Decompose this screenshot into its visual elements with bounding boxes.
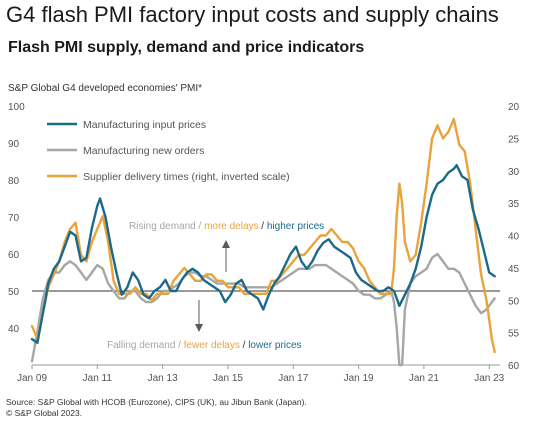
y-right-tick-label: 20 [508,102,520,113]
x-tick-label: Jan 21 [409,373,439,384]
x-tick-label: Jan 19 [344,373,374,384]
series-line-0 [30,164,496,344]
legend-label-0: Manufacturing input prices [83,119,206,131]
chart-title: G4 flash PMI factory input costs and sup… [6,2,499,27]
y-right-tick-label: 50 [508,296,520,307]
legend: Manufacturing input prices Manufacturing … [47,119,290,183]
falling-arrow-head [195,324,203,332]
plot-axes: Jan 09 Jan 11 Jan 13 Jan 15 Jan 17 Jan 19 Jan … [8,102,520,384]
y-left-tick-label: 50 [8,287,20,298]
x-tick-label: Jan 09 [17,373,47,384]
rising-annotation-part-0: Rising demand [129,221,196,232]
y-left-tick-label: 70 [8,213,20,224]
rising-annotation-part-4: higher prices [267,221,324,232]
falling-demand-annotation: Falling demand / fewer delays / lower pr… [107,340,302,351]
source-line: Source: S&P Global with HCOB (Eurozone),… [6,397,307,407]
falling-annotation-part-3: / [240,340,248,351]
x-tick-label: Jan 15 [213,373,243,384]
rising-demand-annotation: Rising demand / more delays / higher pri… [129,221,324,232]
series-layer [30,117,496,367]
falling-annotation-part-1: / [175,340,183,351]
y-right-tick-label: 60 [508,361,520,372]
y-left-tick-label: 40 [8,324,20,335]
source-note: Source: S&P Global with HCOB (Eurozone),… [6,397,307,419]
rising-arrow-head [222,240,230,248]
series-line-2 [30,117,496,354]
y-right-tick-label: 35 [508,199,520,210]
copyright-line: © S&P Global 2023. [6,408,83,418]
x-tick-label: Jan 11 [83,373,113,384]
x-tick-label: Jan 13 [148,373,178,384]
falling-annotation-part-2: fewer delays [184,340,240,351]
annotation-layer: Rising demand / more delays / higher pri… [107,221,324,351]
x-tick-label: Jan 23 [474,373,504,384]
chart-subtitle: Flash PMI supply, demand and price indic… [8,39,365,56]
y-right-tick-label: 40 [508,232,520,243]
legend-label-1: Manufacturing new orders [83,145,204,157]
y-left-tick-label: 60 [8,250,20,261]
y-right-tick-label: 25 [508,134,520,145]
rising-annotation-part-3: / [259,221,267,232]
chart-note: S&P Global G4 developed economies' PMI* [8,83,203,94]
falling-annotation-part-0: Falling demand [107,340,175,351]
y-right-tick-label: 45 [508,264,520,275]
rising-annotation-part-2: more delays [204,221,258,232]
legend-label-2: Supplier delivery times (right, inverted… [83,171,290,183]
y-left-tick-label: 100 [8,102,25,113]
falling-annotation-part-4: lower prices [248,340,301,351]
y-left-tick-label: 90 [8,139,20,150]
y-right-tick-label: 55 [508,329,520,340]
y-left-tick-label: 80 [8,176,20,187]
x-tick-label: Jan 17 [278,373,308,384]
rising-annotation-part-1: / [196,221,204,232]
y-right-tick-label: 30 [508,167,520,178]
